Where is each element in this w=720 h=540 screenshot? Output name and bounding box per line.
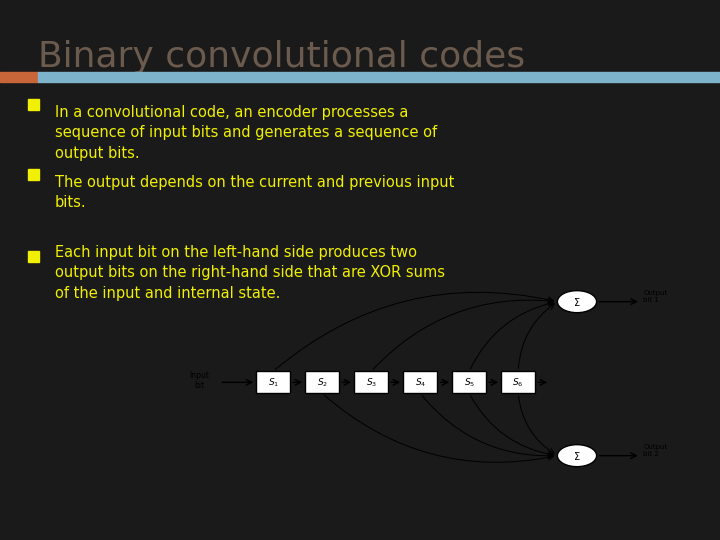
Bar xyxy=(28,99,39,110)
Bar xyxy=(38,72,720,82)
Ellipse shape xyxy=(557,291,597,313)
Text: Binary convolutional codes: Binary convolutional codes xyxy=(38,40,525,74)
Text: The output depends on the current and previous input
bits.: The output depends on the current and pr… xyxy=(55,175,454,211)
FancyBboxPatch shape xyxy=(354,372,388,393)
FancyBboxPatch shape xyxy=(452,372,486,393)
Text: Each input bit on the left-hand side produces two
output bits on the right-hand : Each input bit on the left-hand side pro… xyxy=(55,245,445,301)
FancyBboxPatch shape xyxy=(501,372,536,393)
Text: Output
bit 2: Output bit 2 xyxy=(643,444,667,457)
Text: $S_5$: $S_5$ xyxy=(464,376,474,389)
Text: $S_2$: $S_2$ xyxy=(317,376,328,389)
Text: In a convolutional code, an encoder processes a
sequence of input bits and gener: In a convolutional code, an encoder proc… xyxy=(55,105,437,161)
Text: $S_3$: $S_3$ xyxy=(366,376,377,389)
Text: $\Sigma$: $\Sigma$ xyxy=(573,296,581,308)
Text: Output
bit 1: Output bit 1 xyxy=(643,289,667,302)
Bar xyxy=(0,72,38,82)
Text: $S_4$: $S_4$ xyxy=(415,376,426,389)
Bar xyxy=(28,169,39,180)
Text: $S_1$: $S_1$ xyxy=(268,376,279,389)
Bar xyxy=(28,251,39,262)
Text: $\Sigma$: $\Sigma$ xyxy=(573,450,581,462)
Text: $S_6$: $S_6$ xyxy=(513,376,524,389)
Ellipse shape xyxy=(557,444,597,467)
Text: Input
bit: Input bit xyxy=(189,371,210,390)
FancyBboxPatch shape xyxy=(305,372,339,393)
FancyBboxPatch shape xyxy=(256,372,290,393)
FancyBboxPatch shape xyxy=(403,372,437,393)
